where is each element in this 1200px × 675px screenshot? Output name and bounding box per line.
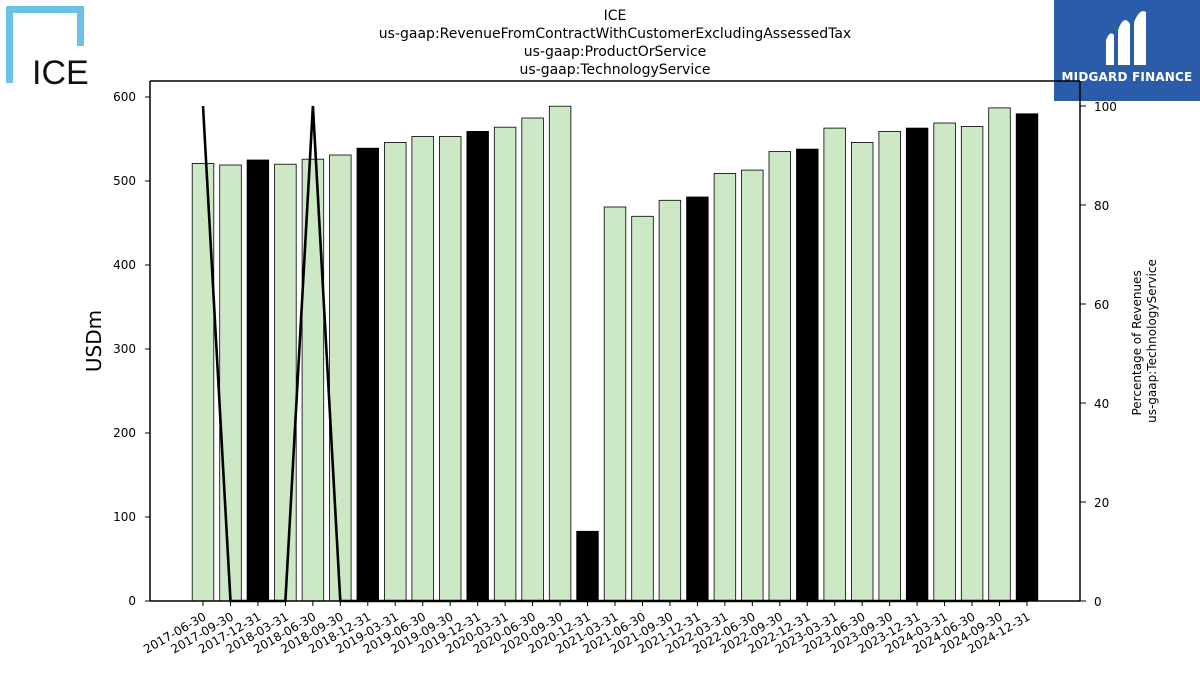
y-tick-left-label: 300 bbox=[113, 342, 136, 356]
y-tick-right-label: 80 bbox=[1094, 199, 1109, 213]
bar-2022-03-31 bbox=[713, 172, 737, 602]
midgard-finance-logo: MIDGARD FINANCE bbox=[1054, 0, 1200, 101]
y-tick-right-label: 60 bbox=[1094, 298, 1109, 312]
chart-title-line: ICE bbox=[604, 8, 627, 24]
bar-2023-12-31 bbox=[905, 127, 929, 602]
bar-2018-12-31 bbox=[356, 147, 380, 602]
ice-logo: ICE bbox=[4, 4, 89, 92]
bar-2021-03-31 bbox=[603, 206, 627, 602]
y-tick-left-label: 0 bbox=[128, 594, 136, 608]
y-tick-right-label: 20 bbox=[1094, 496, 1109, 510]
ice-logo-text: ICE bbox=[32, 54, 88, 88]
y-axis-left-ticks: 0 100 200 300 400 500 600 bbox=[113, 90, 150, 608]
bar-2020-09-30 bbox=[548, 105, 572, 602]
chart-title-line: us-gaap:ProductOrService bbox=[524, 44, 707, 60]
y-tick-right-label: 100 bbox=[1094, 100, 1117, 114]
bar-2018-09-30 bbox=[329, 154, 352, 602]
y-axis-right-label: Percentage of Revenues us-gaap:Technolog… bbox=[1130, 259, 1159, 423]
bar-2020-12-31 bbox=[576, 530, 599, 602]
bar-2017-12-31 bbox=[246, 159, 270, 602]
bar-2020-06-30 bbox=[521, 117, 544, 602]
bar-2022-12-31 bbox=[796, 148, 819, 602]
bar-2023-06-30 bbox=[851, 141, 874, 602]
bar-2018-03-31 bbox=[274, 163, 297, 602]
bar-2020-03-31 bbox=[493, 126, 517, 602]
bar-2024-12-31 bbox=[1015, 113, 1039, 602]
midgard-logo-text: MIDGARD FINANCE bbox=[1061, 70, 1193, 84]
y-tick-left-label: 500 bbox=[113, 174, 136, 188]
bar-2024-03-31 bbox=[933, 122, 956, 602]
y-tick-left-label: 600 bbox=[113, 90, 136, 104]
y-tick-right-label: 0 bbox=[1094, 595, 1102, 609]
bar-2019-06-30 bbox=[411, 136, 434, 602]
chart-title-line: us-gaap:RevenueFromContractWithCustomerE… bbox=[379, 26, 851, 42]
bar-2022-06-30 bbox=[741, 169, 764, 602]
y-tick-left-label: 100 bbox=[113, 510, 136, 524]
y-tick-right-label: 40 bbox=[1094, 397, 1109, 411]
bar-2017-09-30 bbox=[219, 164, 242, 602]
bar-2023-09-30 bbox=[878, 130, 901, 602]
bar-2019-09-30 bbox=[438, 136, 462, 602]
chart-title: ICE us-gaap:RevenueFromContractWithCustom… bbox=[379, 8, 851, 78]
y-tick-left-label: 200 bbox=[113, 426, 136, 440]
y-axis-right-label-line2: us-gaap:TechnologyService bbox=[1145, 259, 1159, 423]
bar-2021-06-30 bbox=[631, 215, 654, 602]
bars-group bbox=[191, 105, 1039, 602]
chart-title-line: us-gaap:TechnologyService bbox=[519, 62, 710, 78]
bar-2019-12-31 bbox=[466, 130, 489, 602]
bar-2023-03-31 bbox=[823, 127, 846, 602]
y-axis-left-label: USDm bbox=[82, 310, 106, 372]
y-axis-right-label-line1: Percentage of Revenues bbox=[1130, 270, 1144, 415]
midgard-logo-mark-icon bbox=[1106, 11, 1146, 65]
bar-2024-06-30 bbox=[960, 126, 984, 602]
bar-2022-09-30 bbox=[768, 151, 792, 602]
bar-2021-09-30 bbox=[658, 199, 682, 602]
bar-2021-12-31 bbox=[686, 196, 709, 602]
y-axis-right-ticks: 0 20 40 60 80 100 bbox=[1080, 100, 1117, 609]
bar-2019-03-31 bbox=[384, 141, 407, 602]
x-axis-ticks: 2017-06-302017-09-302017-12-312018-03-31… bbox=[141, 601, 1033, 656]
bar-2024-09-30 bbox=[988, 107, 1011, 602]
y-tick-left-label: 400 bbox=[113, 258, 136, 272]
ice-logo-mark-icon: ICE bbox=[6, 6, 89, 92]
